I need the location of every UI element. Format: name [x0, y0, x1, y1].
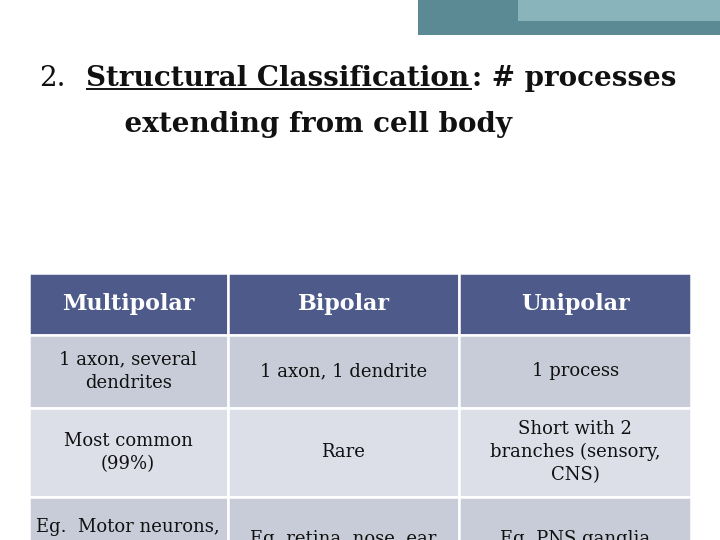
FancyBboxPatch shape	[29, 273, 228, 335]
Text: 1 process: 1 process	[531, 362, 619, 380]
Text: Structural Classification: Structural Classification	[86, 65, 469, 92]
Text: 2.: 2.	[40, 65, 66, 92]
FancyBboxPatch shape	[228, 335, 459, 408]
Text: 1 axon, several
dendrites: 1 axon, several dendrites	[59, 351, 197, 392]
FancyBboxPatch shape	[228, 408, 459, 497]
Text: Multipolar: Multipolar	[62, 293, 194, 315]
Text: Eg. retina, nose, ear: Eg. retina, nose, ear	[251, 530, 436, 540]
Text: Short with 2
branches (sensory,
CNS): Short with 2 branches (sensory, CNS)	[490, 420, 660, 484]
FancyBboxPatch shape	[29, 335, 228, 408]
FancyBboxPatch shape	[459, 408, 691, 497]
Text: Bipolar: Bipolar	[297, 293, 390, 315]
Text: Eg.  Motor neurons,
    interneurons: Eg. Motor neurons, interneurons	[36, 518, 220, 540]
Text: Rare: Rare	[322, 443, 365, 461]
FancyBboxPatch shape	[228, 497, 459, 540]
Text: Unipolar: Unipolar	[521, 293, 629, 315]
FancyBboxPatch shape	[459, 273, 691, 335]
Text: : # processes: : # processes	[472, 65, 676, 92]
Text: Eg. PNS ganglia: Eg. PNS ganglia	[500, 530, 650, 540]
FancyBboxPatch shape	[459, 335, 691, 408]
FancyBboxPatch shape	[418, 0, 720, 35]
FancyBboxPatch shape	[29, 408, 228, 497]
FancyBboxPatch shape	[459, 497, 691, 540]
Text: Most common
(99%): Most common (99%)	[64, 432, 192, 472]
Text: extending from cell body: extending from cell body	[86, 111, 513, 138]
FancyBboxPatch shape	[228, 273, 459, 335]
FancyBboxPatch shape	[518, 0, 720, 21]
Text: 1 axon, 1 dendrite: 1 axon, 1 dendrite	[260, 362, 427, 380]
FancyBboxPatch shape	[29, 497, 228, 540]
